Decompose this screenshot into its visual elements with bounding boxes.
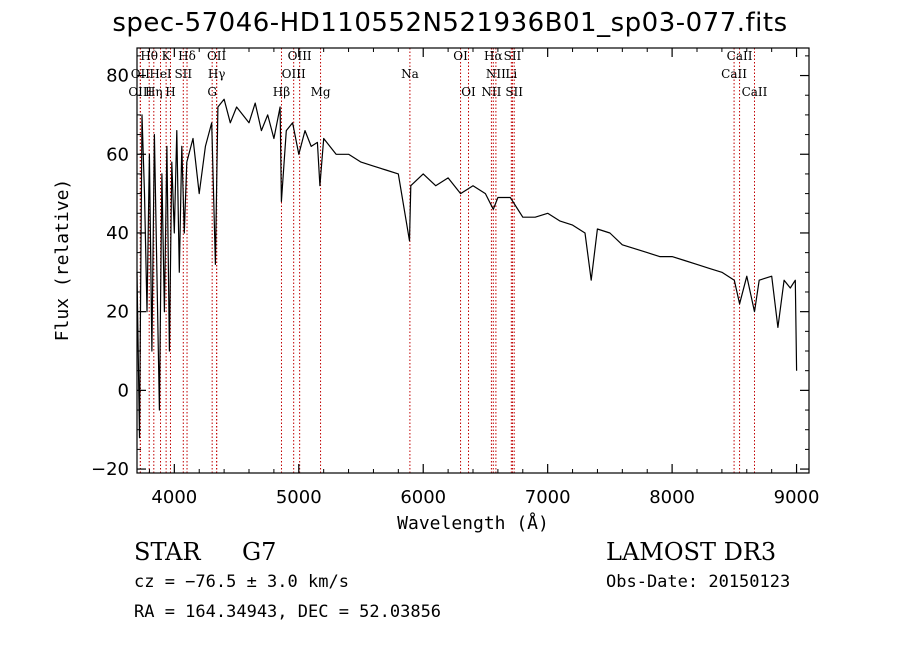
spectral-line-label: G — [207, 85, 217, 99]
spectral-line-label: Hα — [484, 49, 503, 63]
x-tick-label: 6000 — [400, 487, 446, 508]
object-class: STAR — [134, 538, 201, 566]
x-tick-label: 8000 — [649, 487, 695, 508]
y-tick-label: −20 — [91, 459, 129, 480]
spectral-line-label: SII — [504, 49, 522, 63]
spectral-line-label: OI — [453, 49, 468, 63]
spectral-line-label: OI — [461, 85, 476, 99]
y-tick-label: 20 — [106, 302, 129, 323]
observation-date: Obs-Date: 20150123 — [606, 572, 791, 592]
spectral-line-label: H — [165, 85, 175, 99]
ra-dec-coordinates: RA = 164.34943, DEC = 52.03856 — [134, 602, 442, 622]
spectral-line-label: Na — [401, 67, 419, 81]
spectral-line-label: SII — [174, 67, 192, 81]
spectral-line-label: NII — [486, 67, 506, 81]
spectral-line-label: Hη — [145, 85, 163, 99]
chart-title: spec-57046-HD110552N521936B01_sp03-077.f… — [112, 8, 788, 38]
spectral-line-label: Hθ — [140, 49, 158, 63]
spectral-line-label: OIII — [282, 67, 306, 81]
axis-ticks: 4000 5000 6000 7000 8000 9000 −20 0 20 40 60 80 — [91, 48, 819, 508]
spectral-line-label: CaII — [742, 85, 768, 99]
spectral-line-markers — [139, 48, 755, 473]
x-tick-label: 7000 — [525, 487, 571, 508]
spectral-line-label: OIII — [128, 85, 152, 99]
x-tick-label: 4000 — [151, 487, 197, 508]
spectral-line-label: NII — [481, 85, 501, 99]
spectral-line-label: HeI — [149, 67, 172, 81]
spectral-line-label: OII — [207, 49, 227, 63]
spectral-line-label: K — [162, 49, 172, 63]
flux-series — [136, 98, 798, 439]
spectral-line-label: Li — [505, 67, 517, 81]
y-axis-label: Flux (relative) — [52, 179, 73, 342]
y-tick-label: 0 — [118, 380, 129, 401]
x-axis-label: Wavelength (Å) — [397, 512, 549, 534]
survey-name: LAMOST DR3 — [606, 538, 777, 566]
x-tick-label: 9000 — [774, 487, 820, 508]
spectral-line-label: SII — [505, 85, 523, 99]
spectral-line-label: Hδ — [178, 49, 196, 63]
plot-frame — [136, 47, 810, 474]
y-tick-label: 80 — [106, 66, 129, 87]
flux-line — [136, 98, 798, 439]
spectral-line-label: CaII — [727, 49, 753, 63]
redshift-cz: cz = −76.5 ± 3.0 km/s — [134, 572, 349, 592]
spectral-line-label: Hγ — [208, 67, 226, 81]
spectral-line-label: OIII — [288, 49, 312, 63]
spectral-line-label: CaII — [721, 67, 747, 81]
spectral-line-label: Mg — [311, 85, 331, 99]
spectral-line-label: Hβ — [273, 85, 290, 99]
spectral-line-label: OII — [131, 67, 151, 81]
object-subclass: G7 — [242, 538, 277, 566]
x-tick-label: 5000 — [276, 487, 322, 508]
y-tick-label: 60 — [106, 144, 129, 165]
y-tick-label: 40 — [106, 223, 129, 244]
